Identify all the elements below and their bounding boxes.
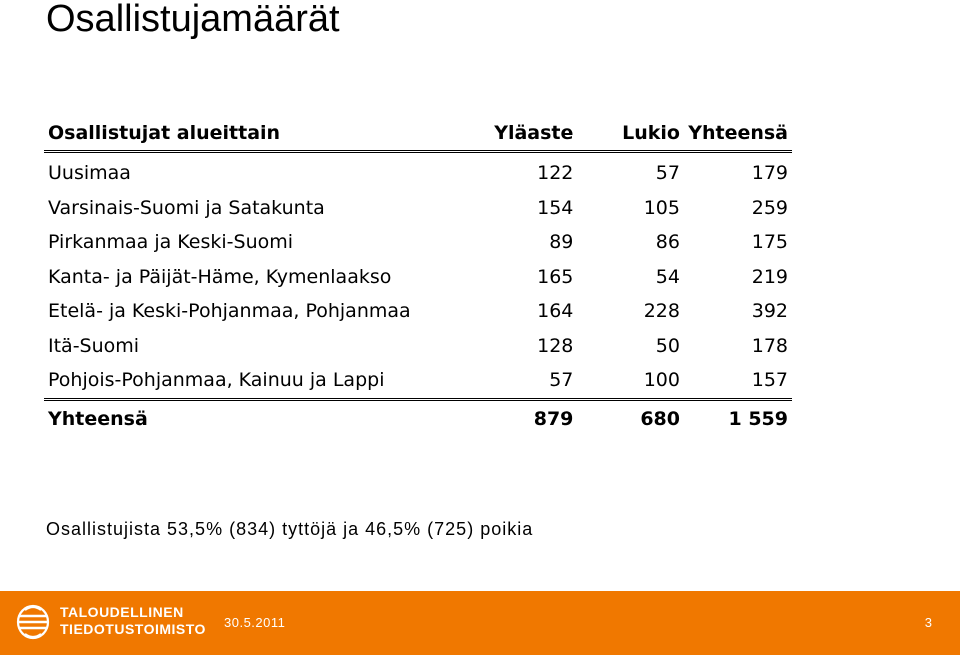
- table-row: Kanta- ja Päijät-Häme, Kymenlaakso 165 5…: [44, 260, 792, 295]
- row-total: 392: [751, 300, 788, 323]
- lukio-count: 100: [643, 369, 680, 392]
- logo-line-2: TIEDOTUSTOIMISTO: [60, 621, 206, 637]
- table-header-row: Osallistujat alueittain Yläaste Lukio Yh…: [44, 116, 792, 153]
- participants-table: Osallistujat alueittain Yläaste Lukio Yh…: [44, 116, 792, 437]
- ylaaste-count: 89: [549, 231, 574, 254]
- table-row: Pohjois-Pohjanmaa, Kainuu ja Lappi 57 10…: [44, 363, 792, 399]
- region-name: Itä-Suomi: [48, 334, 140, 357]
- header-ylaaste: Yläaste: [470, 116, 578, 153]
- header-lukio: Lukio: [577, 116, 684, 153]
- ylaaste-count: 165: [537, 265, 574, 288]
- region-name: Pirkanmaa ja Keski-Suomi: [48, 231, 294, 254]
- ylaaste-count: 128: [537, 334, 574, 357]
- header-region: Osallistujat alueittain: [44, 116, 471, 153]
- ylaaste-count: 122: [537, 162, 574, 185]
- table-row: Etelä- ja Keski-Pohjanmaa, Pohjanmaa 164…: [44, 294, 792, 329]
- lukio-count: 57: [655, 162, 680, 185]
- row-total: 259: [751, 196, 788, 219]
- page-number: 3: [924, 615, 932, 630]
- lukio-count: 228: [643, 300, 680, 323]
- table-row: Pirkanmaa ja Keski-Suomi 89 86 175: [44, 225, 792, 260]
- lukio-count: 54: [655, 265, 680, 288]
- globe-logo-icon: [16, 604, 50, 640]
- row-total: 179: [751, 162, 788, 185]
- table-row: Itä-Suomi 128 50 178: [44, 329, 792, 364]
- grand-total: 1 559: [683, 397, 792, 437]
- region-name: Varsinais-Suomi ja Satakunta: [48, 196, 325, 219]
- region-name: Kanta- ja Päijät-Häme, Kymenlaakso: [48, 265, 392, 288]
- lukio-count: 105: [643, 196, 680, 219]
- lukio-count: 50: [655, 334, 680, 357]
- region-name: Pohjois-Pohjanmaa, Kainuu ja Lappi: [48, 369, 385, 392]
- lukio-count: 86: [655, 231, 680, 254]
- row-total: 219: [751, 265, 788, 288]
- region-name: Etelä- ja Keski-Pohjanmaa, Pohjanmaa: [48, 300, 411, 323]
- table-total-row: Yhteensä 879 680 1 559: [44, 397, 792, 437]
- footer-date: 30.5.2011: [224, 615, 286, 630]
- row-total: 178: [751, 334, 788, 357]
- company-logo: TALOUDELLINEN TIEDOTUSTOIMISTO: [16, 602, 216, 642]
- table-row: Varsinais-Suomi ja Satakunta 154 105 259: [44, 191, 792, 226]
- gender-breakdown-caption: Osallistujista 53,5% (834) tyttöjä ja 46…: [46, 519, 534, 539]
- slide-title: Osallistujamäärät: [46, 0, 340, 40]
- header-yhteensa: Yhteensä: [683, 116, 792, 153]
- ylaaste-count: 57: [549, 369, 574, 392]
- row-total: 175: [751, 231, 788, 254]
- footer-bar: TALOUDELLINEN TIEDOTUSTOIMISTO 30.5.2011…: [0, 591, 960, 655]
- table-row: Uusimaa 122 57 179: [44, 152, 792, 191]
- total-ylaaste: 879: [470, 397, 578, 437]
- row-total: 157: [751, 369, 788, 392]
- logo-text: TALOUDELLINEN TIEDOTUSTOIMISTO: [60, 604, 206, 638]
- region-name: Uusimaa: [48, 162, 131, 185]
- ylaaste-count: 164: [537, 300, 574, 323]
- ylaaste-count: 154: [537, 196, 574, 219]
- total-label: Yhteensä: [44, 397, 471, 437]
- logo-line-1: TALOUDELLINEN: [60, 604, 184, 620]
- total-lukio: 680: [577, 397, 684, 437]
